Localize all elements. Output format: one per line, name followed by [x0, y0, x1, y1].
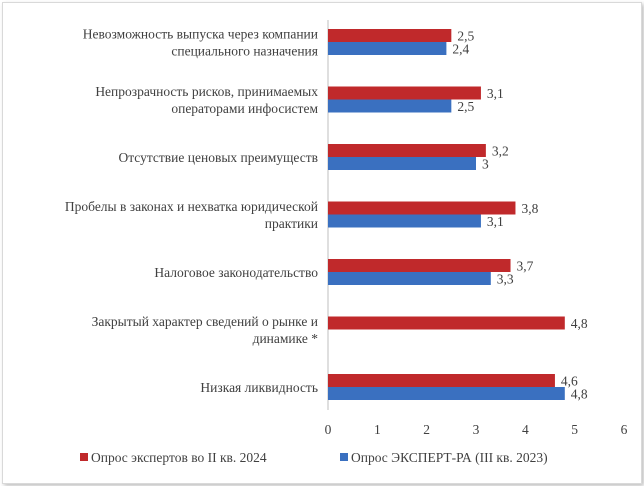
- bar-series-2: [328, 387, 565, 400]
- category-label-line: Отсутствие ценовых преимуществ: [118, 150, 318, 165]
- category-label: Пробелы в законах и нехватка юридической…: [65, 199, 318, 231]
- x-tick-label: 5: [571, 422, 578, 437]
- data-label: 4,8: [571, 387, 588, 402]
- bar-series-1: [328, 201, 516, 215]
- category-label: Налоговое законодательство: [154, 265, 318, 280]
- data-label: 3,3: [497, 272, 514, 287]
- bar-series-2: [328, 157, 476, 170]
- bar-series-2: [328, 272, 491, 285]
- legend-label: Опрос экспертов во II кв. 2024: [91, 450, 267, 465]
- category-label-line: Низкая ликвидность: [200, 380, 318, 395]
- data-label: 3,1: [487, 86, 504, 101]
- category-label-line: операторами инфосистем: [171, 101, 318, 116]
- x-tick-label: 3: [473, 422, 480, 437]
- data-label: 2,5: [457, 99, 474, 114]
- data-label: 3: [482, 157, 489, 172]
- data-label: 3,2: [492, 144, 509, 159]
- category-label: Отсутствие ценовых преимуществ: [118, 150, 318, 165]
- data-label: 2,4: [452, 42, 469, 57]
- category-label: Закрытый характер сведений о рынке и дина…: [92, 314, 319, 346]
- category-label-line: динамике *: [253, 331, 319, 346]
- data-label: 4,6: [561, 374, 578, 389]
- x-tick-label: 4: [522, 422, 529, 437]
- category-label: Низкая ликвидность: [200, 380, 318, 395]
- x-tick-label: 1: [374, 422, 381, 437]
- legend-swatch: [340, 453, 348, 461]
- category-label-line: практики: [265, 216, 318, 231]
- legend-swatch: [80, 453, 88, 461]
- category-label-line: Непрозрачность рисков, принимаемых: [95, 84, 318, 99]
- category-label-line: Налоговое законодательство: [154, 265, 318, 280]
- bar-series-1: [328, 86, 481, 100]
- category-label-line: Пробелы в законах и нехватка юридической: [65, 199, 318, 214]
- bar-series-2: [328, 214, 481, 228]
- category-label: Невозможность выпуска через компании спец…: [83, 27, 318, 59]
- bar-series-2: [328, 99, 452, 113]
- bar-series-1: [328, 374, 555, 387]
- category-label-line: Невозможность выпуска через компании: [83, 27, 318, 42]
- x-tick-label: 2: [423, 422, 430, 437]
- category-label-line: специального назначения: [171, 44, 318, 59]
- category-label-line: Закрытый характер сведений о рынке и: [92, 314, 318, 329]
- x-tick-label: 6: [621, 422, 628, 437]
- bar-series-1: [328, 259, 511, 272]
- data-label: 4,8: [571, 316, 588, 331]
- bar-series-1: [328, 316, 565, 330]
- category-label: Непрозрачность рисков, принимаемых операт…: [95, 84, 318, 116]
- bar-series-1: [328, 29, 452, 42]
- data-label: 3,1: [487, 214, 504, 229]
- bar-series-2: [328, 42, 447, 55]
- bar-series-1: [328, 144, 486, 157]
- legend-label: Опрос ЭКСПЕРТ-РА (III кв. 2023): [351, 450, 548, 465]
- data-label: 2,5: [457, 29, 474, 44]
- x-tick-label: 0: [325, 422, 332, 437]
- data-label: 3,8: [521, 201, 538, 216]
- data-label: 3,7: [517, 259, 534, 274]
